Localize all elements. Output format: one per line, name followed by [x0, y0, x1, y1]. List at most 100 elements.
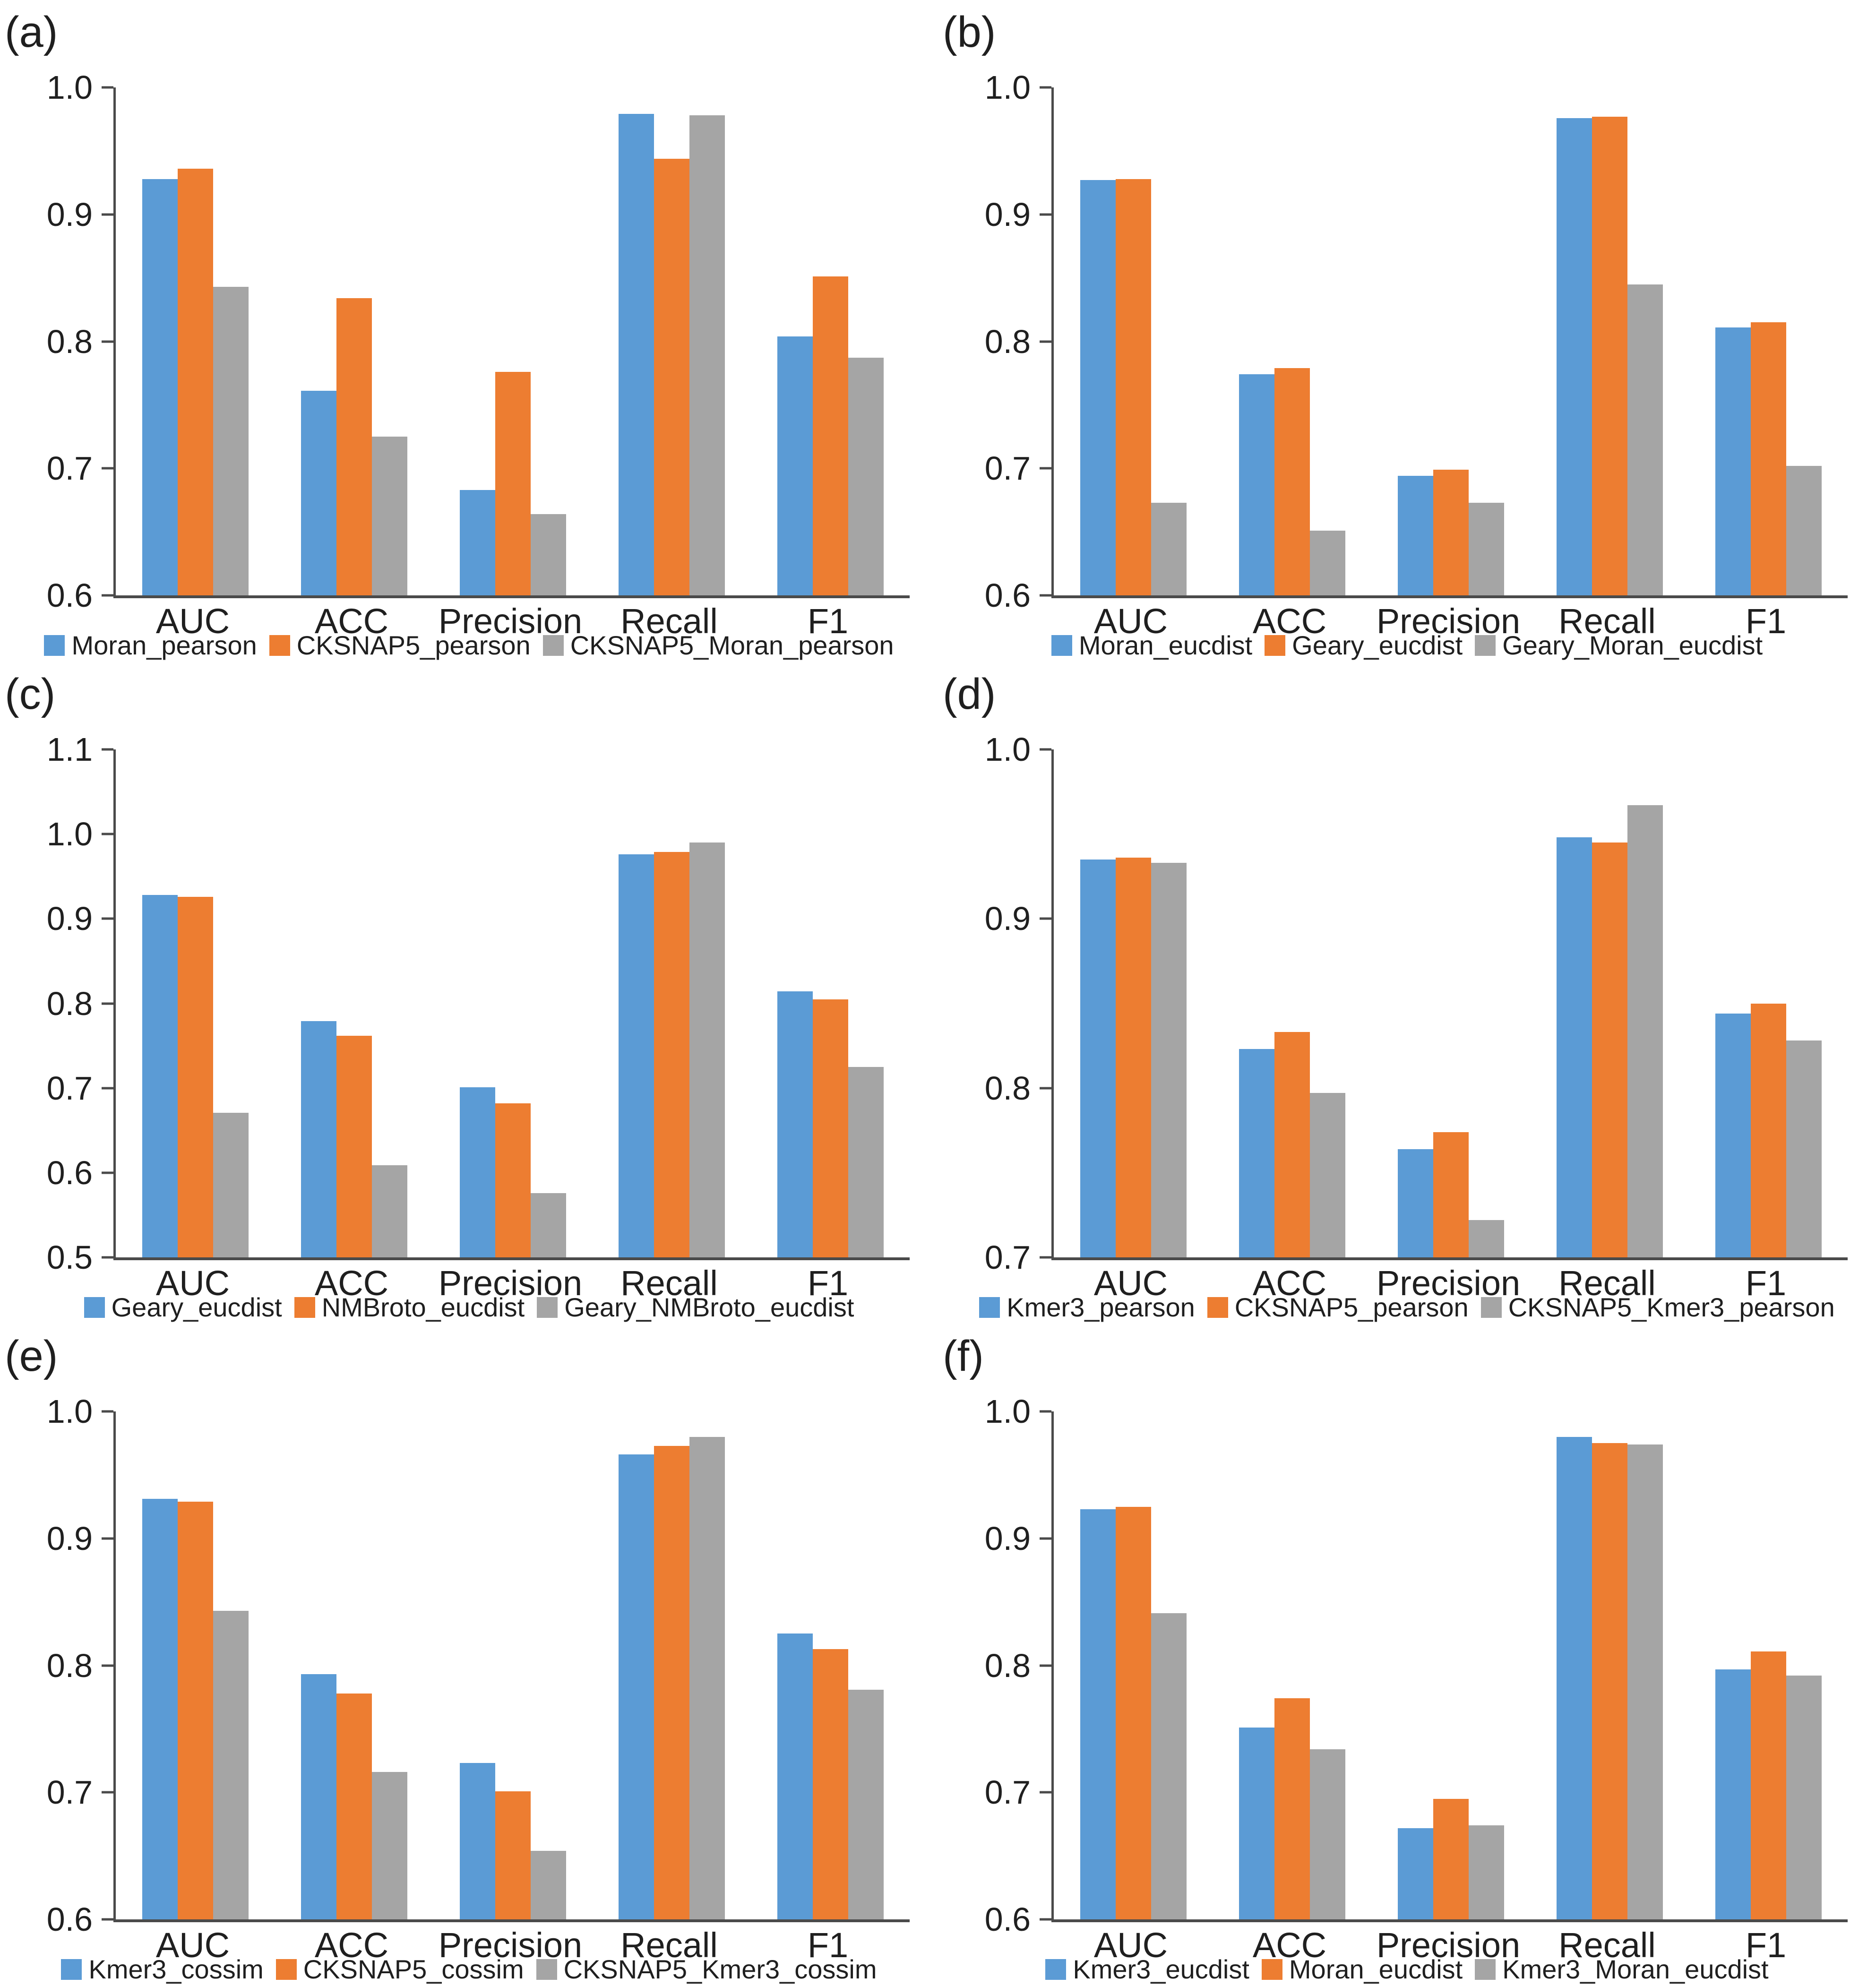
legend-item-Geary_Moran_eucdist: Geary_Moran_eucdist: [1475, 632, 1763, 659]
y-tick-label: 0.8: [984, 323, 1031, 360]
bar-group-acc: [275, 1411, 433, 1919]
y-tick-mark: [1040, 1410, 1051, 1413]
y-tick-label: 1.0: [984, 1393, 1031, 1430]
legend-item-Kmer3_eucdist: Kmer3_eucdist: [1045, 1956, 1249, 1983]
y-axis: 0.5 0.6 0.7 0.8 0.9 1.0 1.1: [0, 733, 93, 1274]
bar-group-recall: [592, 749, 751, 1257]
legend-swatch-icon: [269, 635, 290, 656]
bar-Geary_eucdist-Recall: [618, 854, 654, 1257]
bar-group-auc: [116, 87, 275, 595]
bar-NMBroto_eucdist-AUC: [177, 896, 213, 1257]
bar-Moran_pearson-Recall: [618, 114, 654, 595]
bar-CKSNAP5_Kmer3_pearson-Recall: [1627, 805, 1663, 1257]
x-category-label-auc: AUC: [1093, 1264, 1168, 1303]
legend-label: Kmer3_cossim: [88, 1954, 264, 1984]
x-category-label-acc: ACC: [314, 1926, 389, 1965]
bar-CKSNAP5_Kmer3_cossim-Recall: [689, 1436, 725, 1919]
x-category-label-acc: ACC: [314, 602, 389, 641]
bar-Moran_eucdist-Precision: [1433, 1798, 1469, 1919]
bar-CKSNAP5_cossim-Precision: [495, 1791, 531, 1919]
bar-CKSNAP5_Moran_pearson-Precision: [530, 514, 566, 595]
y-tick-mark: [1040, 594, 1051, 597]
legend-swatch-icon: [1480, 1297, 1502, 1318]
bar-Kmer3_Moran_eucdist-AUC: [1151, 1613, 1187, 1919]
x-category-label-auc: AUC: [1093, 602, 1168, 641]
bar-Kmer3_eucdist-AUC: [1080, 1509, 1116, 1919]
bar-CKSNAP5_pearson-ACC: [336, 298, 372, 595]
plot-area: [1040, 748, 1848, 1260]
bar-group-acc: [1213, 749, 1371, 1257]
x-category-label-acc: ACC: [1252, 1926, 1327, 1965]
legend-item-Geary_NMBroto_eucdist: Geary_NMBroto_eucdist: [537, 1294, 854, 1321]
x-category-label-auc: AUC: [155, 1264, 230, 1303]
bar-Kmer3_pearson-Recall: [1556, 837, 1592, 1257]
bar-group-f1: [1689, 1411, 1848, 1919]
bar-Moran_eucdist-Recall: [1592, 1443, 1627, 1919]
bar-Kmer3_Moran_eucdist-F1: [1786, 1676, 1822, 1919]
legend-swatch-icon: [1261, 1959, 1282, 1980]
y-tick-mark: [102, 1410, 113, 1413]
bar-CKSNAP5_pearson-AUC: [1115, 858, 1151, 1257]
y-tick-label: 0.6: [46, 1901, 93, 1938]
y-tick-label: 0.9: [984, 196, 1031, 233]
y-tick-label: 0.6: [46, 577, 93, 614]
y-tick-mark: [102, 594, 113, 597]
bar-CKSNAP5_pearson-Precision: [495, 372, 531, 595]
bar-Kmer3_eucdist-ACC: [1239, 1728, 1274, 1919]
legend-label: Geary_eucdist: [1292, 630, 1463, 660]
bar-NMBroto_eucdist-ACC: [336, 1035, 372, 1257]
bar-CKSNAP5_pearson-F1: [1750, 1003, 1786, 1257]
bar-Moran_pearson-Precision: [459, 490, 495, 595]
bar-CKSNAP5_Kmer3_pearson-F1: [1786, 1040, 1822, 1257]
chart-panel-f: (f) 0.6 0.7 0.8 0.9 1.0 AUC ACC Precision Recal…: [938, 1324, 1876, 1986]
y-tick-mark: [102, 917, 113, 920]
plot-area: [1040, 86, 1848, 598]
y-tick-mark: [102, 1256, 113, 1259]
legend-swatch-icon: [1207, 1297, 1228, 1318]
chart-panel-b: (b) 0.6 0.7 0.8 0.9 1.0 AUC ACC Precision Recal…: [938, 0, 1876, 662]
legend-swatch-icon: [84, 1297, 105, 1318]
bar-Geary_NMBroto_eucdist-Precision: [530, 1193, 566, 1257]
x-axis-labels: AUC ACC Precision Recall F1: [113, 604, 907, 639]
bar-CKSNAP5_pearson-Recall: [1592, 843, 1627, 1257]
legend-item-CKSNAP5_Moran_pearson: CKSNAP5_Moran_pearson: [542, 632, 894, 659]
bar-Geary_eucdist-Precision: [1433, 469, 1469, 595]
legend-swatch-icon: [536, 1959, 557, 1980]
legend-label: Moran_eucdist: [1078, 630, 1253, 660]
x-axis-labels: AUC ACC Precision Recall F1: [113, 1928, 907, 1963]
legend-item-Moran_pearson: Moran_pearson: [44, 632, 257, 659]
y-tick-label: 1.0: [46, 816, 93, 853]
bar-CKSNAP5_Kmer3_pearson-AUC: [1151, 863, 1187, 1257]
y-tick-mark: [1040, 1791, 1051, 1794]
y-tick-mark: [1040, 340, 1051, 343]
legend-label: CKSNAP5_Kmer3_pearson: [1508, 1292, 1835, 1322]
bar-group-auc: [116, 749, 275, 1257]
bar-Kmer3_Moran_eucdist-Precision: [1468, 1825, 1504, 1919]
legend: Geary_eucdist NMBroto_eucdist Geary_NMBrot…: [0, 1294, 938, 1321]
y-tick-mark: [1040, 1918, 1051, 1921]
bar-group-recall: [1530, 749, 1689, 1257]
chart-panel-e: (e) 0.6 0.7 0.8 0.9 1.0 AUC ACC Precision Recal…: [0, 1324, 938, 1986]
legend-swatch-icon: [537, 1297, 558, 1318]
bar-Geary_NMBroto_eucdist-ACC: [371, 1165, 407, 1257]
x-category-label-f1: F1: [807, 602, 849, 641]
y-tick-mark: [102, 1002, 113, 1005]
y-tick-mark: [1040, 467, 1051, 470]
legend: Kmer3_pearson CKSNAP5_pearson CKSNAP5_Kmer…: [938, 1294, 1876, 1321]
x-axis-labels: AUC ACC Precision Recall F1: [1051, 1266, 1845, 1301]
y-tick-mark: [1040, 1664, 1051, 1667]
bar-CKSNAP5_Kmer3_cossim-ACC: [371, 1772, 407, 1919]
bar-Geary_eucdist-F1: [777, 991, 813, 1257]
bar-group-auc: [1054, 749, 1213, 1257]
bar-CKSNAP5_Moran_pearson-AUC: [213, 286, 249, 595]
y-tick-label: 1.0: [984, 69, 1031, 106]
legend-item-Kmer3_Moran_eucdist: Kmer3_Moran_eucdist: [1475, 1956, 1769, 1983]
y-tick-mark: [1040, 1087, 1051, 1090]
y-tick-mark: [1040, 917, 1051, 920]
y-tick-label: 0.8: [46, 323, 93, 360]
legend-label: CKSNAP5_pearson: [296, 630, 531, 660]
chart-panel-d: (d) 0.7 0.8 0.9 1.0 AUC ACC Precision Recall F1…: [938, 662, 1876, 1324]
panel-label: (c): [5, 670, 56, 718]
bar-Kmer3_cossim-Precision: [459, 1763, 495, 1919]
